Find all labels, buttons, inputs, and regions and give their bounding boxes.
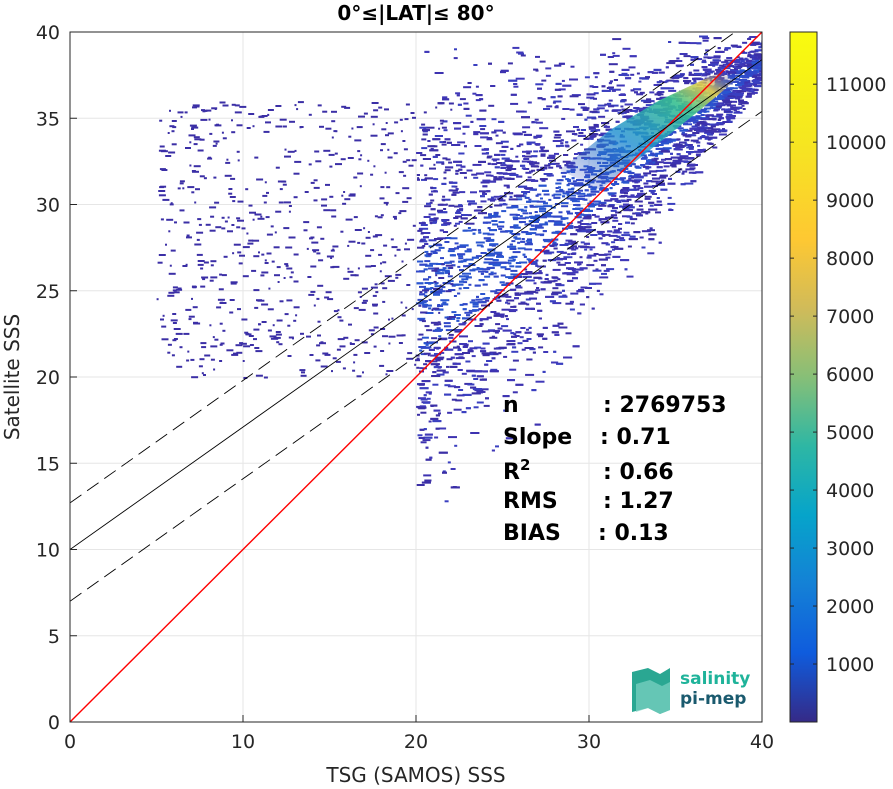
- colorbar-tick-label: 8000: [826, 248, 874, 270]
- x-tick-label: 0: [64, 731, 76, 753]
- line-regression: [70, 59, 762, 550]
- y-tick-label: 10: [36, 540, 60, 562]
- logo-text-line1: salinity: [680, 669, 750, 689]
- x-axis-label: TSG (SAMOS) SSS: [325, 763, 505, 787]
- stat-label: n: [503, 393, 519, 418]
- y-axis-label: Satellite SSS: [0, 314, 24, 440]
- stat-label: R2: [503, 456, 530, 485]
- stat-value: : 2769753: [603, 393, 727, 418]
- line-one-to-one: [70, 32, 762, 722]
- reference-lines: [70, 32, 762, 722]
- x-ticks: 0 10 20 30 40: [64, 715, 774, 753]
- colorbar: [790, 32, 817, 722]
- x-tick-label: 10: [231, 731, 255, 753]
- stat-value: : 0.66: [603, 460, 674, 485]
- y-tick-label: 15: [36, 453, 60, 475]
- density-heatmap: [156, 35, 762, 503]
- x-tick-label: 20: [404, 731, 428, 753]
- line-regression-upper: [70, 32, 736, 504]
- y-tick-label: 40: [36, 22, 60, 44]
- colorbar-ticks: 1000 2000 3000 4000 5000 6000 7000 8000 9000 1000…: [790, 74, 886, 676]
- colorbar-tick-label: 3000: [826, 538, 874, 560]
- stat-label: RMS: [503, 489, 558, 514]
- y-tick-label: 30: [36, 195, 60, 217]
- stats-block: n : 2769753 Slope : 0.71 R2 : 0.66 RMS : 1.27 BI…: [503, 393, 727, 546]
- colorbar-tick-label: 5000: [826, 422, 874, 444]
- x-tick-label: 40: [750, 731, 774, 753]
- colorbar-tick-label: 11000: [826, 74, 886, 96]
- colorbar-tick-label: 9000: [826, 190, 874, 212]
- line-regression-lower: [70, 110, 762, 602]
- stat-value: : 0.71: [600, 425, 671, 450]
- stat-label: BIAS: [503, 521, 561, 546]
- colorbar-tick-label: 1000: [826, 654, 874, 676]
- y-ticks: 0 5 10 15 20 25 30 35 40: [36, 22, 77, 734]
- colorbar-tick-label: 2000: [826, 596, 874, 618]
- stat-label: Slope: [503, 425, 572, 450]
- y-tick-label: 5: [48, 626, 60, 648]
- y-tick-label: 0: [48, 712, 60, 734]
- logo-text-line2: pi-mep: [680, 689, 746, 709]
- stat-value: : 1.27: [603, 489, 674, 514]
- y-tick-label: 20: [36, 367, 60, 389]
- colorbar-tick-label: 7000: [826, 306, 874, 328]
- stat-value: : 0.13: [598, 521, 669, 546]
- y-tick-label: 35: [36, 108, 60, 130]
- colorbar-tick-label: 6000: [826, 364, 874, 386]
- salinity-pi-mep-logo: salinity pi-mep: [632, 668, 750, 714]
- x-tick-label: 30: [577, 731, 601, 753]
- y-tick-label: 25: [36, 281, 60, 303]
- chart-title: 0°≤|LAT|≤ 80°: [337, 1, 494, 25]
- colorbar-tick-label: 10000: [826, 132, 886, 154]
- colorbar-tick-label: 4000: [826, 480, 874, 502]
